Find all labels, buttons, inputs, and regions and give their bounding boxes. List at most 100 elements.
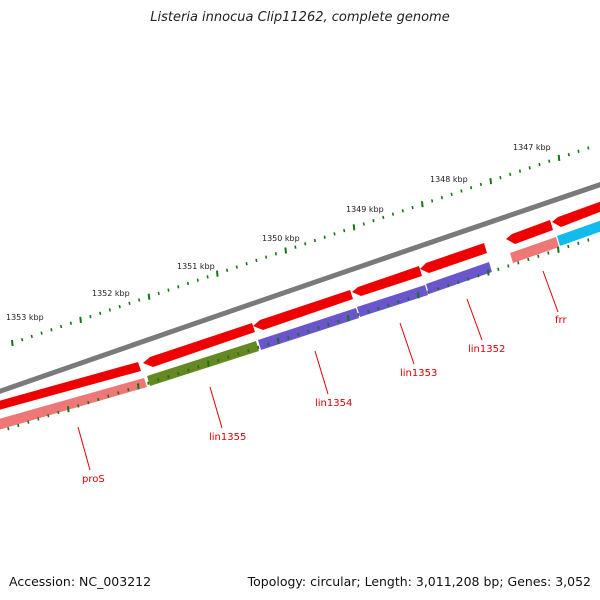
outer-ruler-tick [196,278,199,282]
inner-ruler-tick [387,303,390,307]
outer-ruler-tick [245,262,248,266]
ruler-labels: 1347 kbp 1348 kbp 1349 kbp 1350 kbp 1351… [6,143,551,322]
outer-ruler-tick [108,308,111,312]
outer-ruler-tick [50,328,53,332]
inner-ruler-tick [347,315,350,322]
outer-ruler-tick [294,245,297,249]
inner-ruler-tick [467,277,470,281]
inner-ruler-tick [407,296,410,301]
outer-ruler-tick [216,270,219,277]
gene-label-lin1355[interactable]: lin1355 [209,432,246,443]
gene-bar-lin1355[interactable] [147,341,259,386]
inner-ruler-ticks [7,238,590,431]
outer-ruler-tick [518,169,522,173]
gene-bar-lin1352[interactable] [426,262,492,294]
outer-ruler-tick [411,205,414,210]
inner-ruler-tick [377,306,380,310]
cds-arrow-2[interactable] [143,323,255,367]
inner-ruler-tick [327,322,330,327]
accession-text: Accession: NC_003212 [9,574,152,589]
outer-ruler-tick [470,186,473,190]
gene-bar-lin1353[interactable] [357,285,428,317]
outer-ruler-tick [157,291,160,296]
inner-ruler-tick [157,378,160,382]
inner-ruler-tick [587,238,590,242]
inner-ruler-tick [147,381,150,385]
inner-ruler-tick [97,397,100,402]
outer-ruler-ticks [11,146,590,347]
gene-bar-lin1354[interactable] [258,308,359,350]
outer-ruler-tick [499,176,502,180]
cds-arrow-5[interactable] [420,243,487,273]
ruler-label-1347: 1347 kbp [513,143,551,152]
inner-ruler-tick [27,420,30,424]
outer-ruler-tick [528,166,531,170]
gene-labels: proS lin1355 lin1354 lin1353 lin1352 frr [82,315,567,485]
genome-summary-text: Topology: circular; Length: 3,011,208 bp… [247,574,591,589]
inner-ruler-tick [227,355,230,359]
outer-ruler-tick [177,285,180,289]
outer-ruler-tick [128,301,131,305]
outer-ruler-tick [509,172,512,177]
inner-ruler-tick [167,375,170,379]
inner-ruler-tick [547,251,550,255]
inner-ruler-tick [117,391,120,395]
gene-bar-cyan[interactable] [557,219,600,246]
outer-ruler-tick [421,201,424,208]
gene-label-pros[interactable]: proS [82,474,105,485]
inner-ruler-tick [67,406,70,413]
outer-ruler-tick [323,235,326,239]
cds-arrow-1[interactable] [0,362,141,411]
outer-ruler-tick [391,212,395,216]
leader-lin1355 [209,386,223,429]
leader-lin1354 [314,350,329,395]
outer-ruler-tick [548,159,551,163]
outer-ruler-tick [79,316,82,323]
outer-ruler-tick [99,311,102,315]
inner-ruler-tick [7,427,10,431]
outer-ruler-tick [235,265,238,269]
inner-ruler-tick [367,309,370,314]
outer-ruler-tick [460,189,463,193]
outer-ruler-tick [587,146,590,150]
outer-ruler-tick [372,219,375,223]
gene-bar-frr[interactable] [510,237,559,263]
inner-ruler-tick [337,319,340,324]
gene-bar-pros[interactable] [0,378,147,431]
outer-ruler-tick [567,152,570,157]
inner-ruler-tick [207,360,210,367]
inner-ruler-tick [127,388,130,392]
cds-arrow-4[interactable] [352,266,422,296]
gene-label-lin1352[interactable]: lin1352 [468,344,505,355]
cds-arrow-7[interactable] [552,200,600,227]
ruler-label-1353: 1353 kbp [6,313,44,322]
inner-ruler-tick [427,290,430,294]
inner-ruler-tick [567,244,570,249]
outer-ruler-tick [40,331,43,335]
inner-ruler-tick [507,264,510,268]
cds-arrow-3[interactable] [253,290,353,330]
inner-ruler-tick [267,342,270,346]
gene-label-lin1354[interactable]: lin1354 [315,398,352,409]
gene-label-lin1353[interactable]: lin1353 [400,368,437,379]
outer-ruler-tick [577,149,580,153]
outer-ruler-tick [489,178,492,185]
inner-ruler-tick [187,368,190,372]
outer-ruler-tick [89,314,92,319]
outer-ruler-tick [557,154,561,161]
inner-ruler-tick [317,326,320,330]
outer-ruler-tick [30,334,33,339]
inner-ruler-tick [257,345,260,350]
label-leaders [77,270,559,471]
cds-arrow-6[interactable] [506,220,553,244]
outer-ruler-tick [352,224,356,231]
inner-ruler-tick [87,401,90,405]
outer-ruler-tick [431,199,434,203]
map-title: Listeria innocua Clip11262, complete gen… [150,10,450,25]
outer-ruler-tick [343,228,346,233]
inner-ruler-tick [107,394,110,398]
outer-ruler-tick [362,222,365,226]
inner-ruler-tick [437,287,440,291]
gene-label-frr[interactable]: frr [555,315,567,326]
